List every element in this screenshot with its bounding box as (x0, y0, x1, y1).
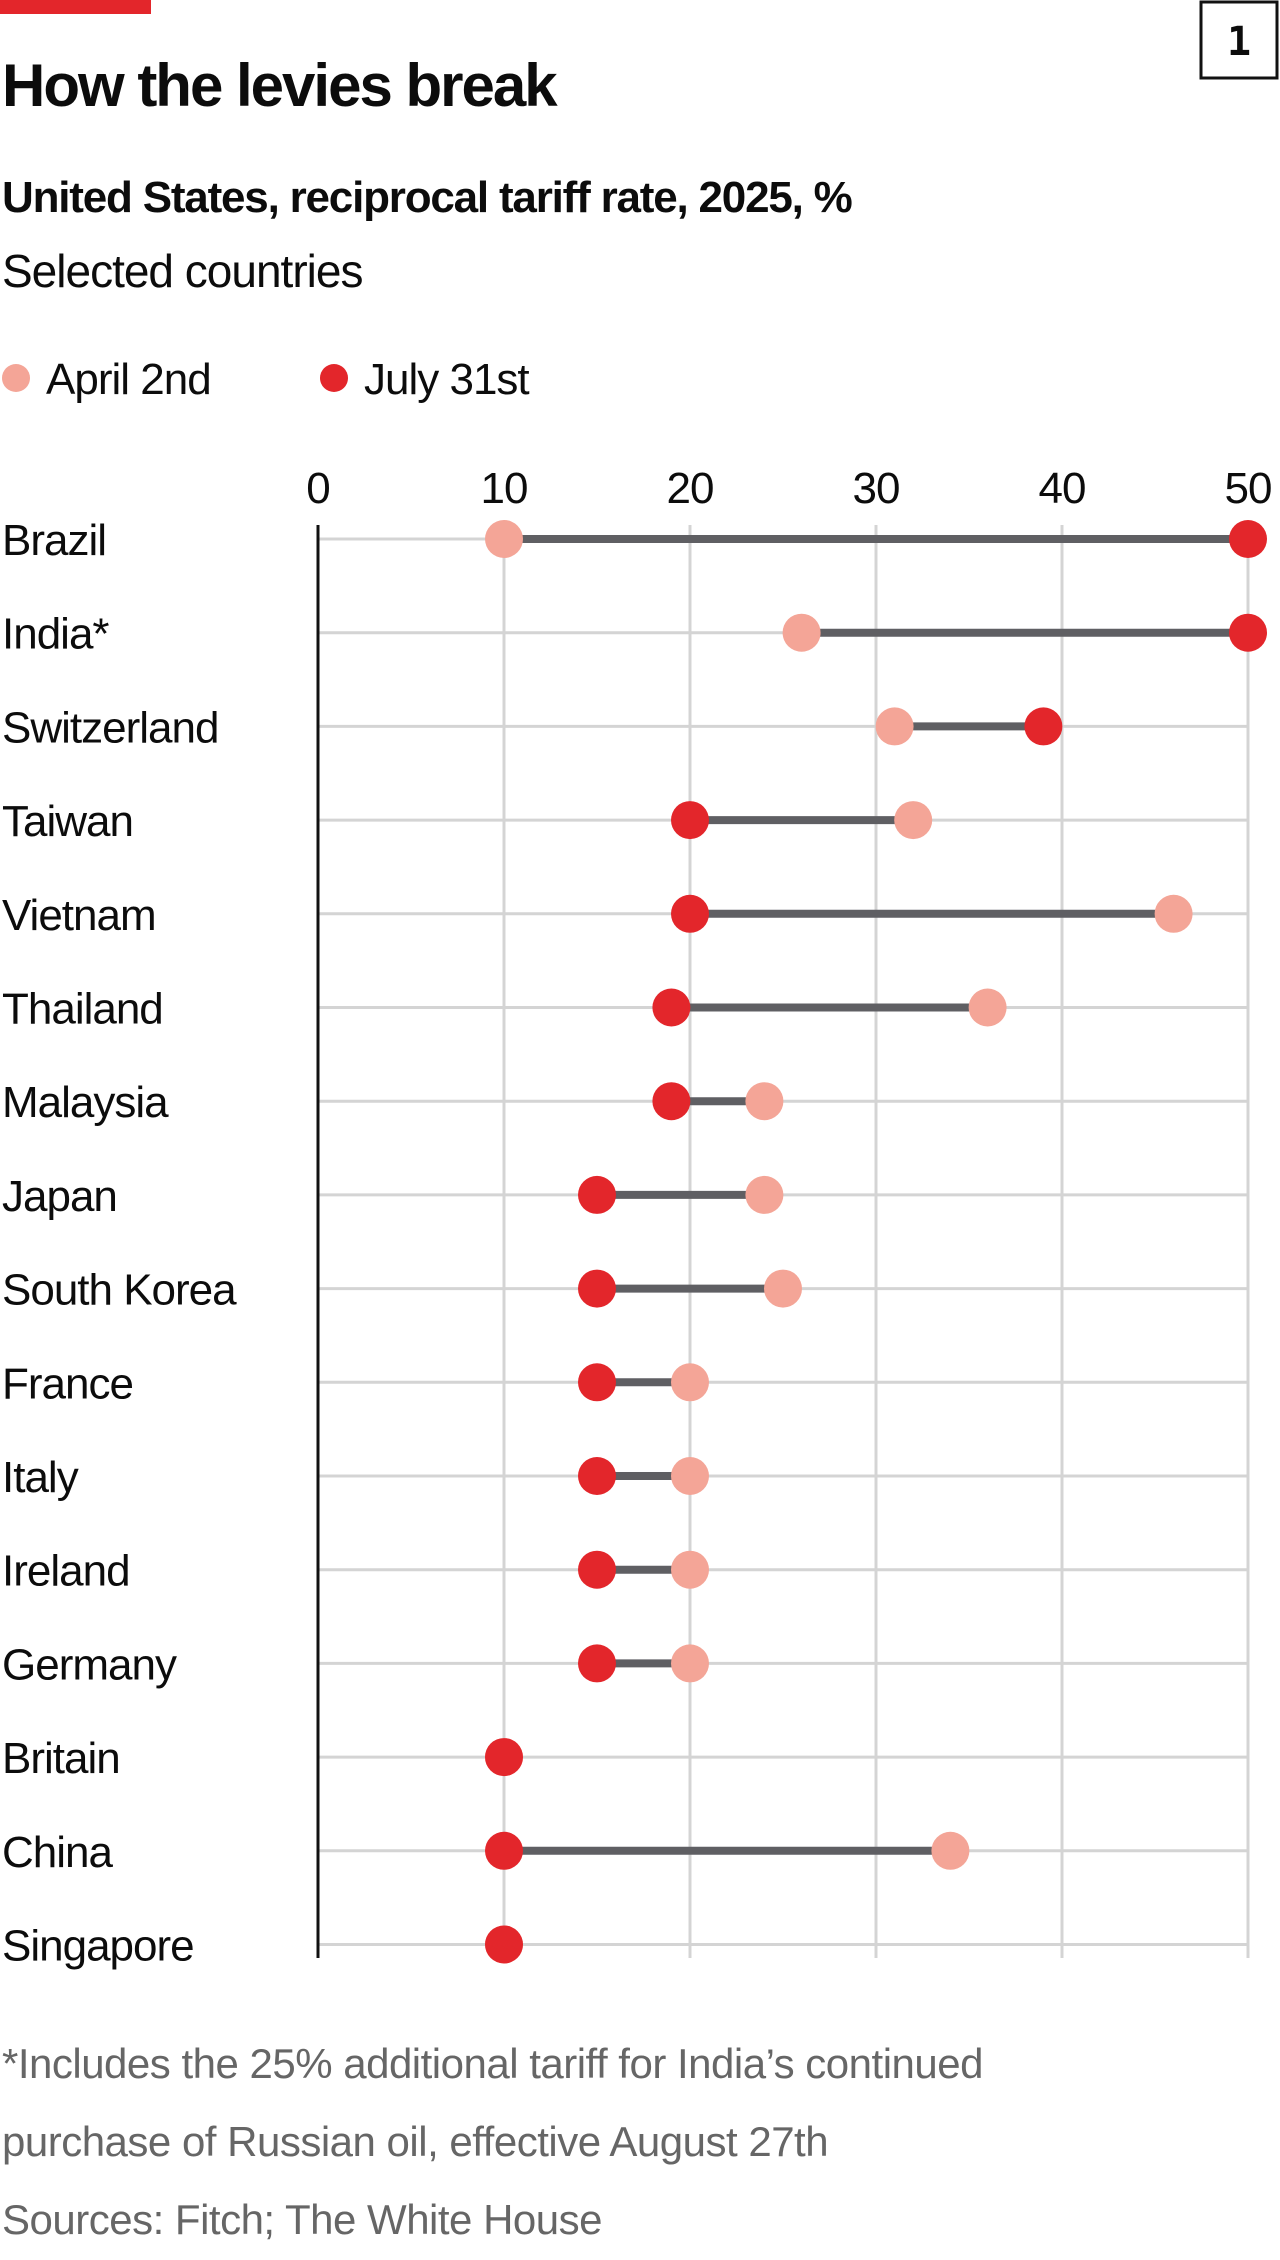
chart-subtitle-2: Selected countries (2, 245, 362, 297)
dot-april (875, 707, 914, 746)
x-axis-ticks: 0 10 20 30 40 50 (306, 464, 1272, 513)
legend: April 2nd July 31st (2, 355, 530, 404)
dot-april (931, 1831, 970, 1870)
dot-july (485, 1831, 523, 1870)
row-japan: Japan (2, 1172, 1248, 1221)
row-vietnam: Vietnam (2, 891, 1248, 940)
dot-july (578, 1175, 616, 1214)
footnote-line-2: purchase of Russian oil, effective Augus… (2, 2118, 828, 2165)
dot-april (671, 1363, 709, 1402)
row-india: India* (2, 610, 1267, 659)
row-britain: Britain (2, 1734, 1248, 1783)
dot-july (671, 894, 709, 933)
country-label: Vietnam (2, 891, 156, 940)
dot-july (578, 1269, 616, 1308)
dot-april (1154, 894, 1193, 933)
sources: Sources: Fitch; The White House (2, 2196, 602, 2243)
dot-july (578, 1457, 616, 1495)
x-tick-label: 0 (306, 464, 329, 513)
country-label: Singapore (2, 1922, 194, 1971)
dot-july (1229, 613, 1267, 652)
country-label: India* (2, 610, 109, 659)
dot-july (578, 1363, 616, 1402)
country-label: Taiwan (2, 797, 133, 846)
dot-july (652, 1082, 691, 1121)
row-france: France (2, 1359, 1248, 1408)
country-label: Ireland (2, 1547, 130, 1596)
dot-april (671, 1550, 709, 1589)
row-brazil: Brazil (2, 516, 1267, 565)
row-singapore: Singapore (2, 1922, 1248, 1971)
dot-july (485, 1925, 523, 1964)
dot-july (578, 1644, 616, 1683)
chart-title: How the levies break (2, 52, 558, 119)
gridlines (502, 525, 1250, 1958)
legend-label-april: April 2nd (46, 355, 211, 404)
row-taiwan: Taiwan (2, 797, 1248, 846)
legend-dot-april (2, 364, 30, 392)
chart-subtitle: United States, reciprocal tariff rate, 2… (2, 173, 852, 222)
row-italy: Italy (2, 1453, 1248, 1502)
dot-july (1024, 707, 1063, 746)
dot-april (894, 801, 933, 840)
dot-july (1229, 520, 1267, 558)
x-tick-label: 20 (667, 464, 714, 513)
dot-july (671, 801, 709, 840)
row-southkorea: South Korea (2, 1266, 1248, 1315)
row-ireland: Ireland (2, 1547, 1248, 1596)
x-tick-label: 10 (481, 464, 528, 513)
row-china: China (2, 1828, 1248, 1877)
dot-july (578, 1550, 616, 1589)
country-label: Germany (2, 1640, 177, 1689)
rows: Brazil India* Switzerland Taiwan Vietnam Thai… (2, 516, 1267, 1971)
brand-bar (0, 0, 151, 14)
row-malaysia: Malaysia (2, 1078, 1248, 1127)
footnote-line-1: *Includes the 25% additional tariff for … (2, 2040, 983, 2087)
country-label: Japan (2, 1172, 117, 1221)
chart-number-box (1199, 0, 1279, 80)
dot-april (485, 520, 523, 558)
dot-april (745, 1175, 784, 1214)
dot-july (652, 988, 691, 1027)
x-tick-label: 30 (853, 464, 900, 513)
country-label: Italy (2, 1453, 79, 1502)
country-label: Brazil (2, 516, 106, 565)
dot-april (764, 1269, 802, 1308)
country-label: Britain (2, 1734, 120, 1783)
dot-april (671, 1457, 709, 1495)
country-label: France (2, 1359, 133, 1408)
country-label: Switzerland (2, 703, 218, 752)
legend-dot-july (320, 364, 348, 392)
country-label: South Korea (2, 1266, 237, 1315)
dot-april (968, 988, 1007, 1027)
legend-label-july: July 31st (364, 355, 529, 404)
country-label: Thailand (2, 985, 163, 1034)
dot-july (485, 1738, 523, 1777)
x-tick-label: 50 (1225, 464, 1272, 513)
row-germany: Germany (2, 1640, 1248, 1689)
dot-april (782, 613, 821, 652)
country-label: China (2, 1828, 113, 1877)
row-switzerland: Switzerland (2, 703, 1248, 752)
chart-number: 1 (1227, 19, 1251, 65)
country-label: Malaysia (2, 1078, 169, 1127)
row-thailand: Thailand (2, 985, 1248, 1034)
dot-april (745, 1082, 784, 1121)
x-tick-label: 40 (1039, 464, 1086, 513)
dot-april (671, 1644, 709, 1683)
